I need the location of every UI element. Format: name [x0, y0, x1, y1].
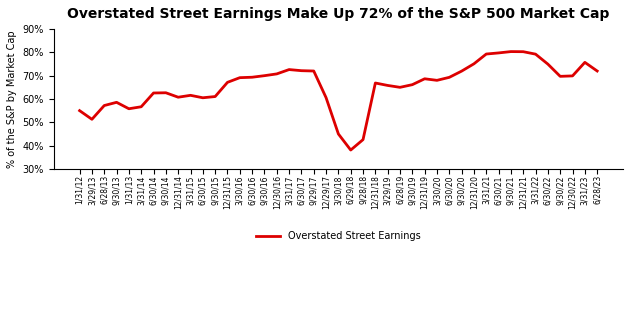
Overstated Street Earnings: [593, 69, 601, 73]
Overstated Street Earnings: [248, 75, 256, 79]
Overstated Street Earnings: [347, 148, 355, 152]
Overstated Street Earnings: [532, 52, 539, 56]
Legend: Overstated Street Earnings: Overstated Street Earnings: [252, 227, 425, 245]
Overstated Street Earnings: [186, 93, 194, 97]
Overstated Street Earnings: [433, 78, 441, 82]
Overstated Street Earnings: [335, 132, 342, 136]
Overstated Street Earnings: [113, 100, 120, 104]
Overstated Street Earnings: [236, 76, 244, 79]
Title: Overstated Street Earnings Make Up 72% of the S&P 500 Market Cap: Overstated Street Earnings Make Up 72% o…: [67, 7, 610, 21]
Overstated Street Earnings: [175, 95, 182, 99]
Overstated Street Earnings: [285, 68, 293, 71]
Overstated Street Earnings: [507, 50, 515, 53]
Overstated Street Earnings: [76, 109, 83, 112]
Overstated Street Earnings: [297, 69, 305, 73]
Overstated Street Earnings: [372, 81, 379, 85]
Overstated Street Earnings: [162, 91, 169, 95]
Overstated Street Earnings: [408, 83, 416, 87]
Overstated Street Earnings: [212, 95, 219, 98]
Overstated Street Earnings: [458, 69, 466, 73]
Overstated Street Earnings: [445, 75, 453, 79]
Overstated Street Earnings: [273, 72, 280, 76]
Overstated Street Earnings: [581, 61, 588, 64]
Overstated Street Earnings: [323, 96, 330, 99]
Overstated Street Earnings: [544, 62, 552, 66]
Overstated Street Earnings: [569, 74, 576, 78]
Overstated Street Earnings: [396, 86, 404, 89]
Overstated Street Earnings: [520, 50, 527, 53]
Overstated Street Earnings: [125, 107, 133, 111]
Y-axis label: % of the S&P by Market Cap: % of the S&P by Market Cap: [7, 30, 17, 168]
Overstated Street Earnings: [224, 80, 231, 84]
Overstated Street Earnings: [88, 117, 96, 121]
Overstated Street Earnings: [483, 52, 490, 56]
Overstated Street Earnings: [470, 62, 478, 66]
Overstated Street Earnings: [359, 138, 367, 142]
Overstated Street Earnings: [100, 104, 108, 108]
Overstated Street Earnings: [310, 69, 318, 73]
Overstated Street Earnings: [495, 51, 502, 55]
Overstated Street Earnings: [556, 74, 564, 78]
Overstated Street Earnings: [421, 77, 428, 81]
Overstated Street Earnings: [384, 84, 391, 87]
Overstated Street Earnings: [137, 105, 145, 108]
Line: Overstated Street Earnings: Overstated Street Earnings: [79, 52, 597, 150]
Overstated Street Earnings: [261, 74, 268, 78]
Overstated Street Earnings: [199, 96, 207, 99]
Overstated Street Earnings: [150, 91, 158, 95]
